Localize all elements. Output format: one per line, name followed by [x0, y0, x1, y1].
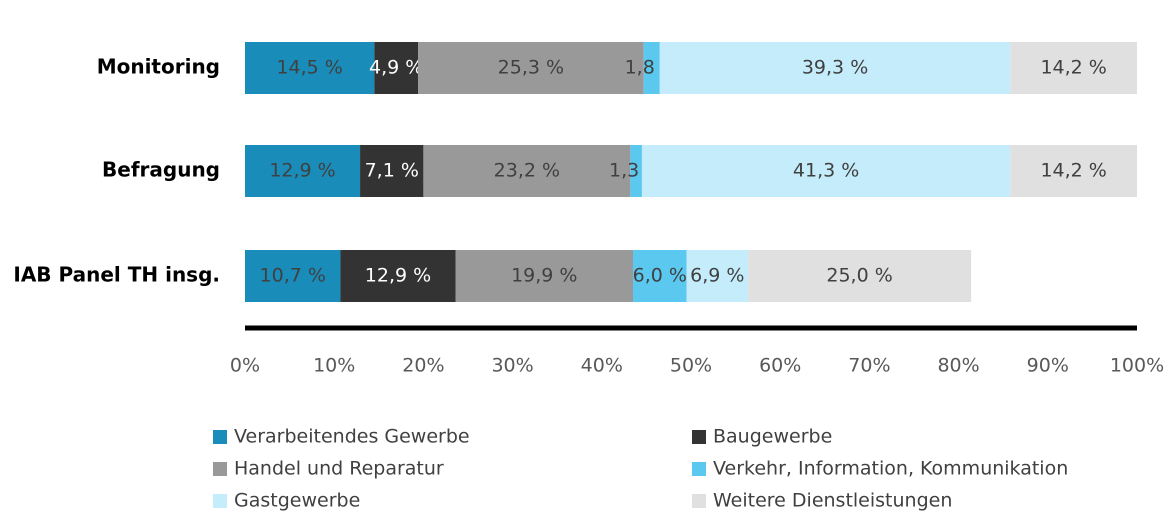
bar-segment	[360, 145, 424, 197]
x-tick-label: 90%	[1027, 355, 1069, 377]
legend-swatch	[213, 462, 227, 476]
category-label: Monitoring	[97, 55, 220, 79]
category-label: Befragung	[102, 158, 220, 182]
legend-label: Weitere Dienstleistungen	[713, 490, 952, 512]
value-label: 4,9 %	[369, 57, 423, 79]
value-label: 6,0 %	[633, 265, 687, 287]
bar-segment	[245, 145, 361, 197]
bar-segment	[630, 145, 642, 197]
x-tick-label: 60%	[759, 355, 801, 377]
value-label: 25,0 %	[826, 265, 892, 287]
value-label: 19,9 %	[511, 265, 577, 287]
bar-segment	[455, 250, 634, 302]
x-tick-label: 20%	[402, 355, 444, 377]
value-label: 14,2 %	[1040, 57, 1106, 79]
bar-segment	[643, 42, 660, 94]
legend-label: Handel und Reparatur	[234, 458, 444, 480]
bar-segment	[1010, 42, 1137, 94]
legend-swatch	[692, 494, 706, 508]
bar-segment	[659, 42, 1011, 94]
value-label: 23,2 %	[494, 160, 560, 182]
value-label: 12,9 %	[269, 160, 335, 182]
legend-label: Baugewerbe	[713, 426, 832, 448]
bar-segment	[686, 250, 749, 302]
bar-segment	[641, 145, 1011, 197]
x-tick-label: 70%	[848, 355, 890, 377]
value-label: 12,9 %	[365, 265, 431, 287]
legend-swatch	[213, 494, 227, 508]
bar-segment	[340, 250, 456, 302]
legend-label: Verarbeitendes Gewerbe	[234, 426, 470, 448]
bar-segment	[418, 42, 644, 94]
value-label: 14,2 %	[1040, 160, 1106, 182]
value-label: 25,3 %	[498, 57, 564, 79]
category-label: IAB Panel TH insg.	[13, 263, 220, 287]
legend-swatch	[692, 430, 706, 444]
bar-segment	[374, 42, 419, 94]
x-tick-label: 10%	[313, 355, 355, 377]
bar-segment	[423, 145, 631, 197]
x-tick-label: 0%	[230, 355, 260, 377]
value-label: 39,3 %	[802, 57, 868, 79]
value-label: 10,7 %	[260, 265, 326, 287]
x-tick-label: 30%	[491, 355, 533, 377]
x-tick-label: 100%	[1110, 355, 1164, 377]
value-label: 41,3 %	[793, 160, 859, 182]
value-label: 7,1 %	[365, 160, 419, 182]
value-label: 6,9 %	[690, 265, 744, 287]
legend-label: Gastgewerbe	[234, 490, 360, 512]
bar-segment	[1010, 145, 1137, 197]
legend-swatch	[213, 430, 227, 444]
bar-segment	[245, 42, 375, 94]
x-tick-label: 50%	[670, 355, 712, 377]
value-label: 14,5 %	[276, 57, 342, 79]
bar-segment	[245, 250, 341, 302]
bar-segment	[633, 250, 687, 302]
legend-swatch	[692, 462, 706, 476]
legend-label: Verkehr, Information, Kommunikation	[713, 458, 1068, 480]
bar-segment	[748, 250, 972, 302]
x-tick-label: 40%	[581, 355, 623, 377]
x-tick-label: 80%	[937, 355, 979, 377]
